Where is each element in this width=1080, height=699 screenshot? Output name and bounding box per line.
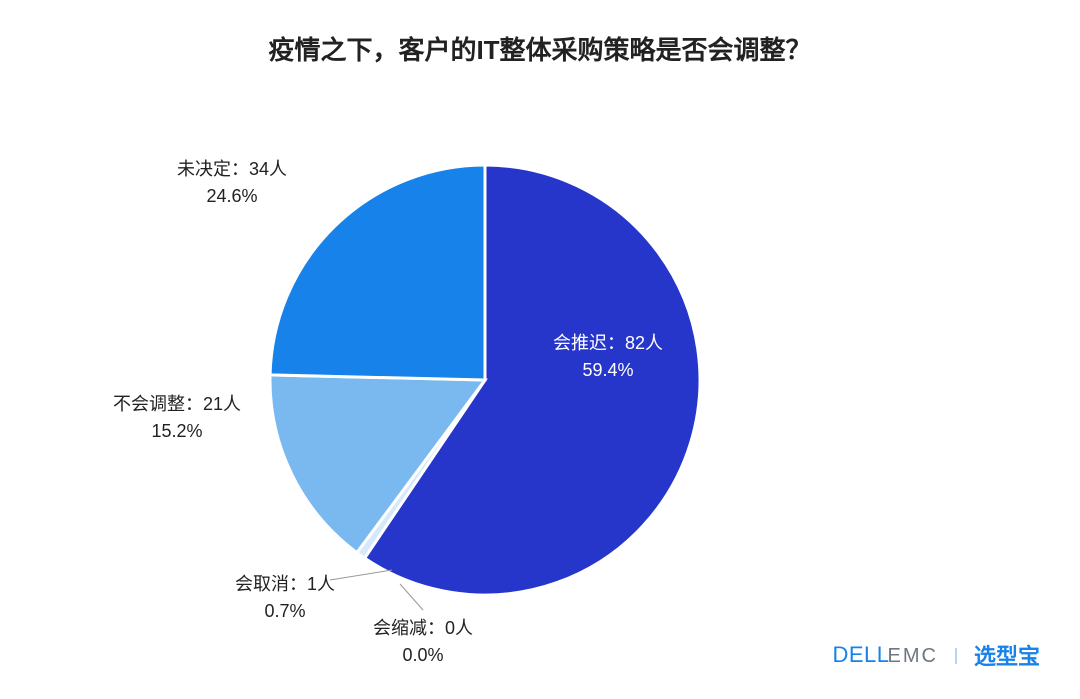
pie-label-line2: 59.4% — [553, 357, 663, 384]
brand-emc-text: EMC — [888, 645, 938, 667]
pie-label-会取消: 会取消：1人0.7% — [235, 571, 335, 625]
pie-label-会缩减: 会缩减：0人0.0% — [373, 615, 473, 669]
pie-label-未决定: 未决定：34人24.6% — [177, 156, 287, 210]
pie-label-line2: 24.6% — [177, 183, 287, 210]
pie-label-line1: 未决定：34人 — [177, 156, 287, 183]
pie-label-line2: 0.7% — [235, 598, 335, 625]
brand-xxb-text: 选型宝 — [974, 639, 1040, 671]
pie-label-line1: 会缩减：0人 — [373, 615, 473, 642]
pie-slice-未决定 — [270, 165, 485, 380]
leader-line-1 — [330, 570, 392, 580]
pie-svg — [0, 0, 1080, 699]
pie-label-line2: 15.2% — [113, 418, 241, 445]
brand-dell-text: DELL — [832, 642, 889, 667]
pie-label-不会调整: 不会调整：21人15.2% — [113, 391, 241, 445]
pie-label-会推迟: 会推迟：82人59.4% — [553, 330, 663, 384]
brand-footer: DELLEMC ｜ 选型宝 — [832, 639, 1040, 671]
leader-line-0 — [400, 584, 423, 610]
pie-label-line1: 会取消：1人 — [235, 571, 335, 598]
pie-chart: 会推迟：82人59.4% 会缩减：0人0.0% 会取消：1人0.7% 不会调整：21人… — [0, 0, 1080, 699]
brand-separator: ｜ — [948, 643, 964, 667]
pie-label-line1: 不会调整：21人 — [113, 391, 241, 418]
pie-label-line1: 会推迟：82人 — [553, 330, 663, 357]
brand-dellemc: DELLEMC — [832, 642, 938, 668]
pie-label-line2: 0.0% — [373, 642, 473, 669]
